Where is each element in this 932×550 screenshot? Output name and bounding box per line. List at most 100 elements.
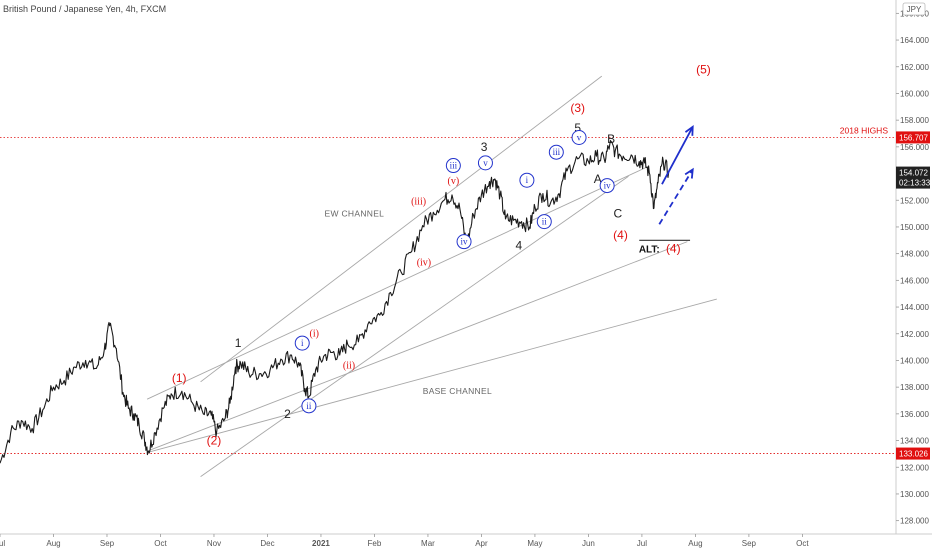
last-price-box <box>896 166 930 189</box>
wave-circle <box>519 172 535 188</box>
y-tick-label: 152.000 <box>900 196 929 205</box>
x-tick-label: Oct <box>154 539 167 548</box>
y-tick-label: 136.000 <box>900 410 929 419</box>
price-line <box>0 139 670 464</box>
currency-badge-box <box>902 2 926 16</box>
x-tick-label: Nov <box>207 539 221 548</box>
x-tick-label: Aug <box>46 539 60 548</box>
x-tick-label: Sep <box>100 539 115 548</box>
x-tick-label: Dec <box>260 539 274 548</box>
wave-circle <box>477 155 493 171</box>
price-tag-label: 133.026 <box>899 450 928 459</box>
wave-label: A <box>594 172 602 186</box>
wave-label: (ii) <box>343 360 355 371</box>
wave-label: C <box>614 207 623 221</box>
currency-badge[interactable]: JPY <box>902 2 926 16</box>
trendline <box>146 298 717 453</box>
wave-label-minor: v <box>483 158 488 168</box>
x-tick-label: Aug <box>688 539 702 548</box>
wave-circle <box>599 178 615 194</box>
x-tick-label: May <box>527 539 542 548</box>
wave-circle <box>301 398 317 414</box>
alt-label-prefix: ALT: <box>639 244 660 255</box>
channel-label: EW CHANNEL <box>325 208 385 218</box>
price-tag-box <box>896 447 930 460</box>
y-tick-label: 148.000 <box>900 250 929 259</box>
y-tick-label: 160.000 <box>900 89 929 98</box>
wave-annotations: (1) (2) (3) (4) (5) 1 2 3 4 5 B A C (i) (ii) (iii) (iv) (… <box>172 62 888 447</box>
wave-label: 3 <box>481 140 488 154</box>
x-tick-label: Mar <box>421 539 435 548</box>
wave-label: 2 <box>284 407 291 421</box>
alt-label-wave: (4) <box>666 241 681 255</box>
wave-label-minor: iv <box>604 181 612 191</box>
projection-arrow-alternate <box>658 169 694 225</box>
y-tick-label: 144.000 <box>900 303 929 312</box>
trendline <box>146 166 648 400</box>
y-tick-label: 150.000 <box>900 223 929 232</box>
y-tick-label: 140.000 <box>900 356 929 365</box>
wave-circle <box>548 144 564 160</box>
wave-label-minor: ii <box>306 401 312 411</box>
wave-label-minor: v <box>577 133 582 143</box>
trendline <box>200 175 629 477</box>
level-note: 2018 HIGHS <box>840 125 889 135</box>
x-tick-label: Oct <box>796 539 809 548</box>
wave-label: (iii) <box>411 196 426 207</box>
arrow-head <box>684 167 694 179</box>
wave-label-minor: iii <box>553 147 561 157</box>
y-tick-label: 164.000 <box>900 36 929 45</box>
wave-label: B <box>607 132 615 146</box>
currency-badge-text: JPY <box>907 5 922 14</box>
y-tick-label: 134.000 <box>900 437 929 446</box>
wave-label: (v) <box>448 176 460 187</box>
x-axis-ticks: Jul Aug Sep Oct Nov Dec 2021 Feb Mar Apr May Jun Jul… <box>0 534 809 548</box>
price-tag-label: 156.707 <box>899 133 928 142</box>
wave-label: (4) <box>613 228 628 242</box>
trendline <box>200 75 603 383</box>
bar-countdown-label: 02:13:33 <box>899 179 931 188</box>
horizontal-lines <box>0 137 896 454</box>
y-tick-label: 130.000 <box>900 490 929 499</box>
last-price-label: 154.072 <box>899 169 928 178</box>
wave-label: (iv) <box>417 258 431 269</box>
x-tick-label: Jul <box>0 539 5 548</box>
y-tick-label: 138.000 <box>900 383 929 392</box>
y-tick-label: 162.000 <box>900 63 929 72</box>
wave-label-minor: iii <box>450 161 458 171</box>
wave-label-minor: i <box>301 338 304 348</box>
wave-label: 5 <box>574 121 581 135</box>
arrow-head <box>684 125 694 136</box>
wave-label-minor: ii <box>542 217 548 227</box>
wave-circle <box>456 234 472 250</box>
y-tick-label: 128.000 <box>900 517 929 526</box>
x-tick-label: 2021 <box>312 539 330 548</box>
y-tick-label: 158.000 <box>900 116 929 125</box>
channel-label: BASE CHANNEL <box>423 386 492 396</box>
y-tick-label: 146.000 <box>900 276 929 285</box>
wave-circle <box>445 158 461 174</box>
wave-label-minor: i <box>526 175 529 185</box>
x-tick-label: Jul <box>637 539 647 548</box>
x-tick-label: Apr <box>475 539 488 548</box>
wave-circle <box>571 130 587 146</box>
wave-circle <box>536 214 552 230</box>
x-tick-label: Jun <box>582 539 595 548</box>
price-series <box>0 139 670 464</box>
trendline <box>146 241 688 452</box>
x-tick-label: Sep <box>742 539 757 548</box>
wave-circle <box>294 335 310 351</box>
wave-label-minor: iv <box>461 237 469 247</box>
y-tick-label: 156.000 <box>900 143 929 152</box>
wave-label: (2) <box>207 434 222 448</box>
projection-arrows <box>658 125 694 225</box>
x-tick-label: Feb <box>368 539 382 548</box>
chart-title: British Pound / Japanese Yen, 4h, FXCM <box>3 4 166 14</box>
y-tick-label: 142.000 <box>900 330 929 339</box>
wave-label: (i) <box>310 328 319 339</box>
wave-label: (3) <box>570 101 585 115</box>
price-tag-box <box>896 131 930 144</box>
